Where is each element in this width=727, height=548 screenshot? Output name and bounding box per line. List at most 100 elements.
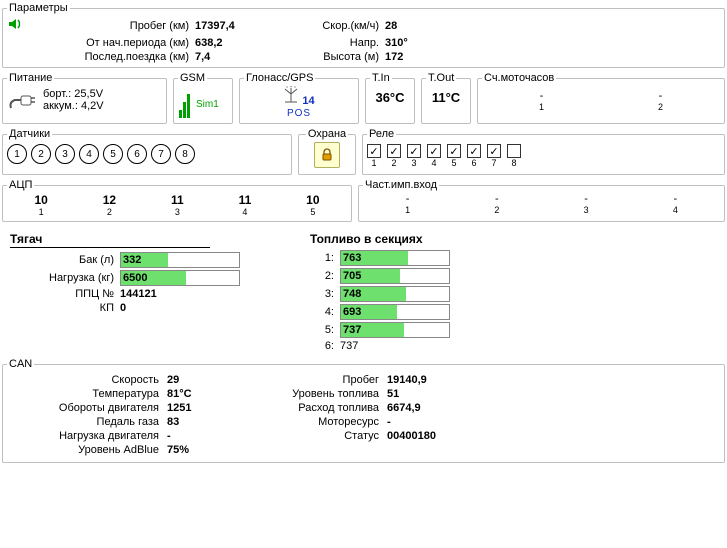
relay-label: 3 — [411, 158, 416, 168]
fuel-sec-label: 1: — [310, 252, 340, 264]
fuel-sec-value: 693 — [343, 306, 361, 318]
power-legend: Питание — [7, 72, 54, 84]
sensor-4[interactable]: 4 — [79, 144, 99, 164]
mileage-label: Пробег (км) — [35, 20, 195, 32]
can-value: 00400180 — [387, 430, 477, 442]
adc-value: 10 — [306, 193, 319, 207]
antenna-icon — [283, 86, 299, 107]
tank-value: 332 — [123, 254, 141, 266]
can-value: 6674,9 — [387, 402, 477, 414]
relay-label: 5 — [451, 158, 456, 168]
gps-sats: 14 — [302, 95, 314, 107]
trip-label: Послед.поездка (км) — [35, 51, 195, 63]
can-value — [387, 444, 477, 456]
pulse-index: 3 — [584, 205, 589, 215]
relay-label: 6 — [471, 158, 476, 168]
load-label: Нагрузка (кг) — [10, 272, 120, 284]
sensor-8[interactable]: 8 — [175, 144, 195, 164]
relay-label: 8 — [511, 158, 516, 168]
pulse-4: -4 — [673, 193, 678, 215]
tin-legend: T.In — [370, 72, 392, 84]
pulse-value: - — [405, 193, 410, 205]
relay-7: 7 — [487, 144, 501, 168]
relay-label: 2 — [391, 158, 396, 168]
adc-2: 122 — [103, 193, 116, 217]
ppc-value: 144121 — [120, 288, 240, 300]
pulse-3: -3 — [584, 193, 589, 215]
tin-group: T.In 36°C — [365, 72, 415, 124]
period-label: От нач.периода (км) — [35, 37, 195, 49]
heading-value: 310° — [385, 37, 445, 49]
sensor-5[interactable]: 5 — [103, 144, 123, 164]
can-label: Нагрузка двигателя — [17, 430, 167, 442]
sensors-legend: Датчики — [7, 128, 52, 140]
fuel-sec-value: 737 — [343, 324, 361, 336]
load-bar: 6500 — [120, 270, 240, 286]
adc-5: 105 — [306, 193, 319, 217]
params-group: Параметры Пробег (км) 17397,4 Скор.(км/ч… — [2, 2, 725, 68]
motohr-group: Сч.моточасов -1 -2 — [477, 72, 725, 124]
tout-value: 11°C — [426, 86, 466, 105]
adc-value: 11 — [171, 193, 184, 207]
sound-icon[interactable] — [7, 16, 35, 35]
sensor-6[interactable]: 6 — [127, 144, 147, 164]
relay-2: 2 — [387, 144, 401, 168]
can-legend: CAN — [7, 358, 34, 370]
batt-value: 4,2V — [81, 100, 104, 112]
relay-checkbox-5[interactable] — [447, 144, 461, 158]
relay-checkbox-1[interactable] — [367, 144, 381, 158]
tout-legend: T.Out — [426, 72, 456, 84]
gsm-sim: Sim1 — [196, 99, 219, 110]
fuel-sec-bar: 693 — [340, 304, 450, 320]
can-value: 83 — [167, 416, 237, 428]
pulse-1: -1 — [405, 193, 410, 215]
can-label — [237, 444, 387, 456]
guard-group: Охрана — [298, 128, 356, 175]
can-value: - — [387, 416, 477, 428]
moto-v1: - — [539, 90, 544, 102]
relay-checkbox-2[interactable] — [387, 144, 401, 158]
pulse-value: - — [673, 193, 678, 205]
board-label: борт.: — [43, 88, 71, 100]
lock-icon — [320, 148, 334, 162]
sensor-1[interactable]: 1 — [7, 144, 27, 164]
relay-checkbox-8[interactable] — [507, 144, 521, 158]
sensor-7[interactable]: 7 — [151, 144, 171, 164]
fuel-sec-bar: 763 — [340, 250, 450, 266]
relay-checkbox-4[interactable] — [427, 144, 441, 158]
fuel-sec-value: 737 — [340, 340, 450, 352]
trip-value: 7,4 — [195, 51, 275, 63]
guard-button[interactable] — [314, 142, 340, 168]
load-value: 6500 — [123, 272, 147, 284]
pulse-index: 2 — [494, 205, 499, 215]
gsm-signal-icon — [178, 90, 192, 118]
kp-label: КП — [10, 302, 120, 314]
adc-legend: АЦП — [7, 179, 34, 191]
alt-value: 172 — [385, 51, 445, 63]
relay-checkbox-6[interactable] — [467, 144, 481, 158]
relay-1: 1 — [367, 144, 381, 168]
relay-label: 1 — [371, 158, 376, 168]
can-label: Уровень AdBlue — [17, 444, 167, 456]
relay-checkbox-7[interactable] — [487, 144, 501, 158]
adc-group: АЦП 101122113114105 — [2, 179, 352, 222]
fuel-sec-label: 6: — [310, 340, 340, 352]
period-value: 638,2 — [195, 37, 275, 49]
fuel-sec-bar: 737 — [340, 322, 450, 338]
can-value: 51 — [387, 388, 477, 400]
motohr-legend: Сч.моточасов — [482, 72, 556, 84]
gps-mode: POS — [287, 108, 311, 119]
tin-value: 36°C — [370, 86, 410, 105]
relay-4: 4 — [427, 144, 441, 168]
moto-v2: - — [658, 90, 663, 102]
moto-i1: 1 — [539, 102, 544, 112]
fuel-sec-bar: 705 — [340, 268, 450, 284]
sensor-3[interactable]: 3 — [55, 144, 75, 164]
tout-group: T.Out 11°C — [421, 72, 471, 124]
batt-label: аккум.: — [43, 100, 78, 112]
adc-index: 3 — [171, 207, 184, 217]
guard-legend: Охрана — [306, 128, 348, 140]
relay-checkbox-3[interactable] — [407, 144, 421, 158]
sensor-2[interactable]: 2 — [31, 144, 51, 164]
can-label: Педаль газа — [17, 416, 167, 428]
